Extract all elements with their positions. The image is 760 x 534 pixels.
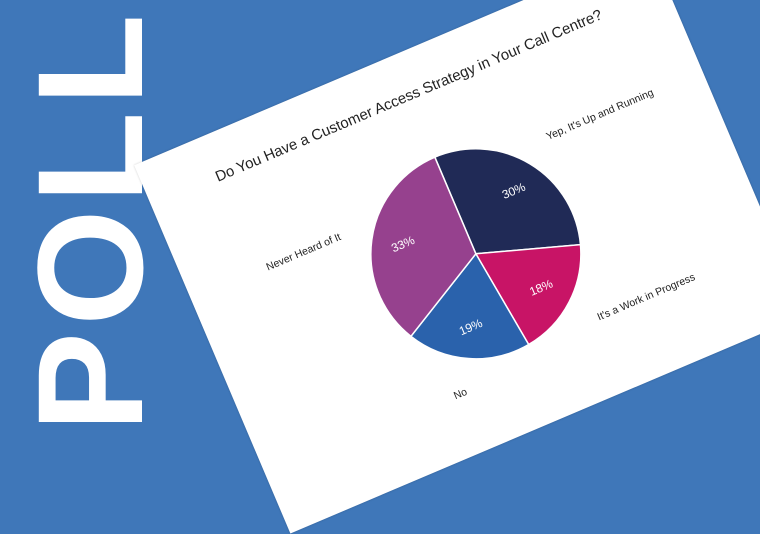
chart-card: Do You Have a Customer Access Strategy i… — [134, 0, 760, 534]
pie-slice — [433, 148, 582, 255]
pie-slice — [409, 252, 530, 360]
category-label: It's a Work in Progress — [596, 271, 697, 323]
pie-slice — [370, 156, 477, 338]
category-label: Yep, It's Up and Running — [544, 87, 655, 143]
pie-slice — [474, 243, 582, 346]
poll-banner: POLL — [6, 8, 174, 432]
chart-title: Do You Have a Customer Access Strategy i… — [213, 6, 605, 185]
category-label: No — [452, 386, 469, 402]
pie-chart: Do You Have a Customer Access Strategy i… — [213, 6, 697, 402]
category-label: Never Heard of It — [265, 231, 343, 273]
